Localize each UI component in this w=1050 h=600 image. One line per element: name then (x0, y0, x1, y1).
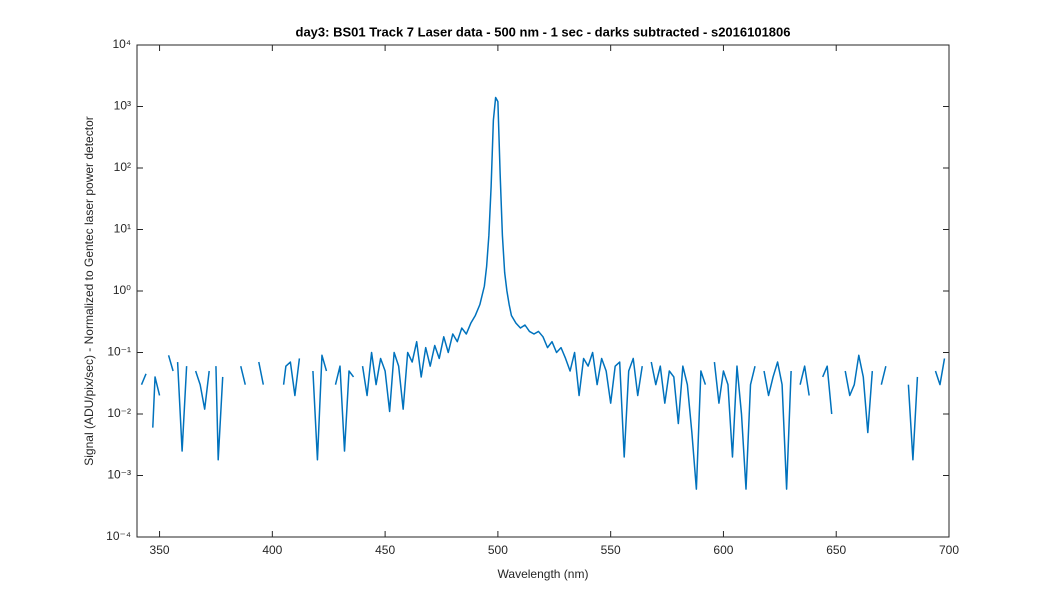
x-tick-label: 350 (150, 543, 170, 557)
data-line (140, 96, 946, 490)
x-tick-label: 450 (375, 543, 395, 557)
y-axis-label: Signal (ADU/pix/sec) - Normalized to Gen… (82, 116, 96, 465)
y-tick-label: 10³ (114, 99, 131, 113)
x-tick-label: 500 (488, 543, 508, 557)
y-tick-label: 10⁻³ (107, 468, 131, 482)
x-axis-label: Wavelength (nm) (498, 567, 589, 581)
y-tick-label: 10⁰ (113, 283, 131, 297)
y-tick-label: 10⁴ (112, 37, 131, 51)
x-tick-label: 700 (939, 543, 959, 557)
y-tick-label: 10⁻¹ (107, 345, 131, 359)
y-tick-label: 10⁻⁴ (106, 529, 131, 543)
y-tick-label: 10² (114, 160, 131, 174)
x-tick-label: 550 (601, 543, 621, 557)
x-tick-label: 600 (713, 543, 733, 557)
x-tick-label: 650 (826, 543, 846, 557)
chart-title: day3: BS01 Track 7 Laser data - 500 nm -… (296, 24, 791, 39)
y-tick-label: 10⁻² (107, 406, 131, 420)
x-tick-label: 400 (262, 543, 282, 557)
y-tick-label: 10¹ (114, 222, 131, 236)
